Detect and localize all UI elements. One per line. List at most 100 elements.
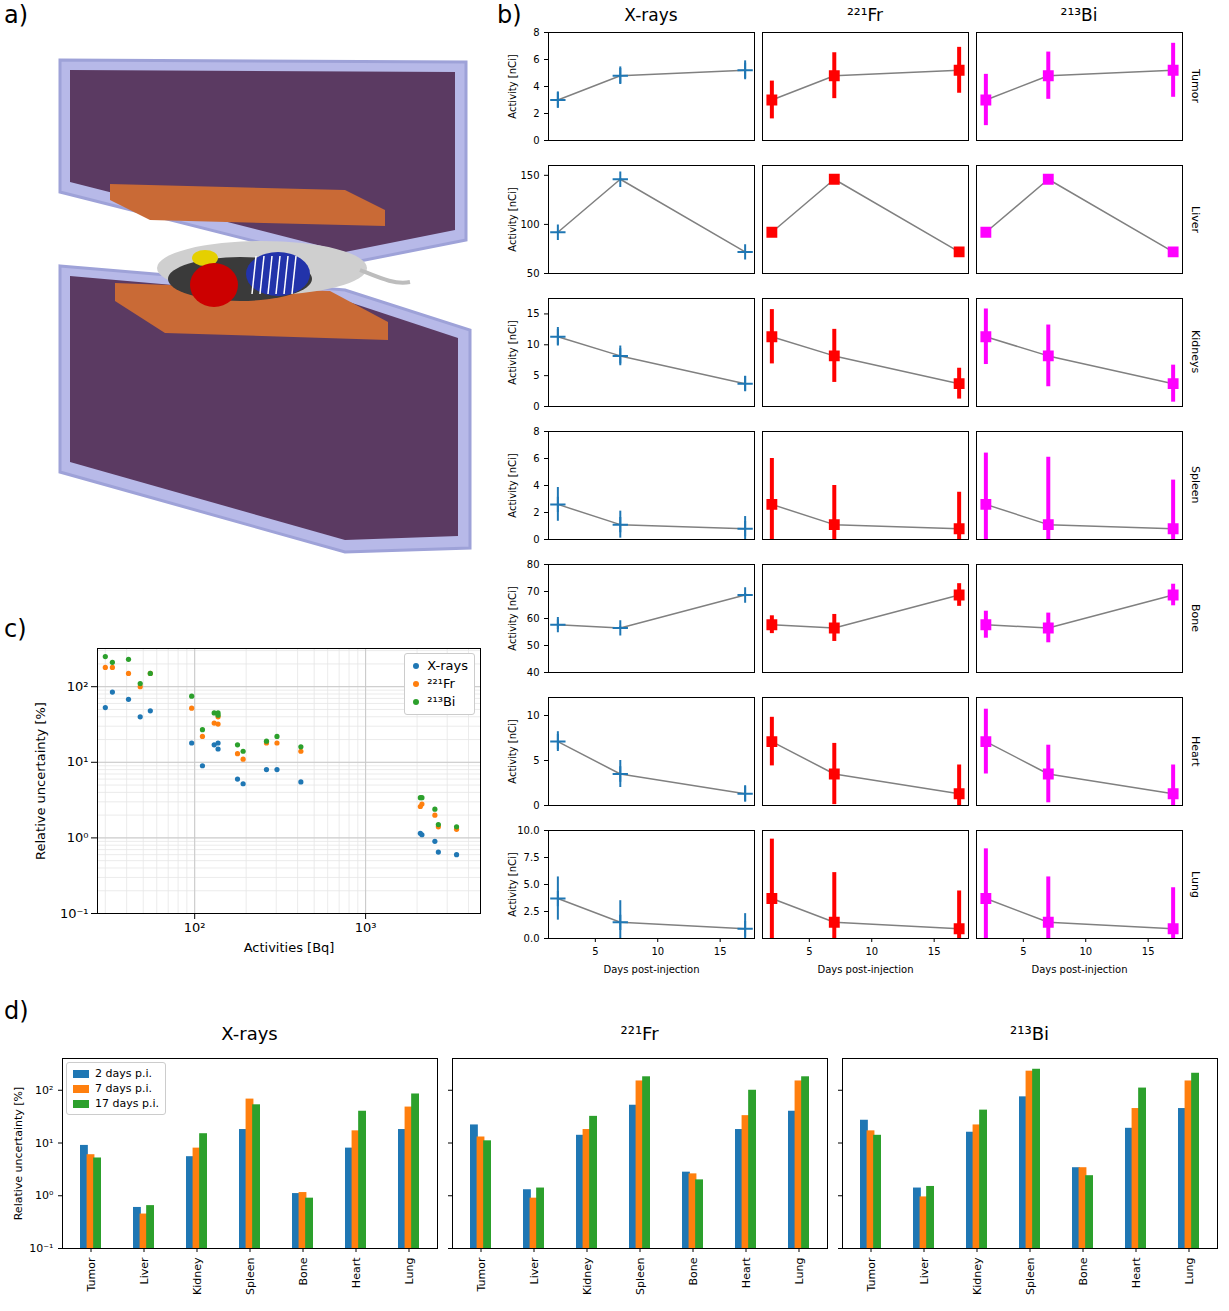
svg-text:10⁻¹: 10⁻¹ bbox=[29, 1242, 53, 1255]
svg-text:10: 10 bbox=[1079, 946, 1092, 957]
svg-text:10: 10 bbox=[527, 710, 540, 721]
svg-text:Tumor: Tumor bbox=[475, 1257, 488, 1292]
svg-text:Tumor: Tumor bbox=[865, 1257, 878, 1292]
svg-text:0: 0 bbox=[533, 135, 539, 146]
svg-text:2: 2 bbox=[533, 108, 539, 119]
svg-text:0.0: 0.0 bbox=[524, 933, 540, 944]
svg-text:Bone: Bone bbox=[1077, 1257, 1090, 1285]
svg-text:6: 6 bbox=[533, 453, 539, 464]
svg-text:Spleen: Spleen bbox=[634, 1257, 647, 1295]
svg-text:10²: 10² bbox=[67, 679, 89, 694]
svg-text:Lung: Lung bbox=[793, 1258, 806, 1285]
svg-text:5.0: 5.0 bbox=[524, 879, 540, 890]
svg-text:5: 5 bbox=[1020, 946, 1026, 957]
svg-text:2: 2 bbox=[533, 507, 539, 518]
svg-text:6: 6 bbox=[533, 54, 539, 65]
svg-text:5: 5 bbox=[533, 370, 539, 381]
svg-text:Spleen: Spleen bbox=[1024, 1257, 1037, 1295]
svg-text:Lung: Lung bbox=[403, 1258, 416, 1285]
svg-text:15: 15 bbox=[928, 946, 941, 957]
svg-text:7.5: 7.5 bbox=[524, 852, 540, 863]
svg-text:15: 15 bbox=[1142, 946, 1155, 957]
svg-text:Spleen: Spleen bbox=[244, 1257, 257, 1295]
svg-text:Tumor: Tumor bbox=[85, 1257, 98, 1292]
html-text:d): d) bbox=[4, 997, 29, 1025]
svg-text:150: 150 bbox=[520, 170, 539, 181]
svg-text:Bone: Bone bbox=[687, 1257, 700, 1285]
svg-text:Heart: Heart bbox=[350, 1257, 363, 1288]
svg-text:10.0: 10.0 bbox=[517, 825, 539, 836]
html-text:X-rays: X-rays bbox=[221, 1023, 278, 1044]
svg-text:100: 100 bbox=[520, 219, 539, 230]
svg-text:Liver: Liver bbox=[918, 1257, 931, 1284]
svg-text:10⁻¹: 10⁻¹ bbox=[60, 906, 89, 921]
svg-text:Activity [nCi]: Activity [nCi] bbox=[507, 586, 518, 651]
svg-text:10: 10 bbox=[865, 946, 878, 957]
svg-text:Days post-injection: Days post-injection bbox=[1031, 964, 1127, 975]
svg-text:Days post-injection: Days post-injection bbox=[817, 964, 913, 975]
svg-text:Bone: Bone bbox=[297, 1257, 310, 1285]
html-text:²²¹Fr: ²²¹Fr bbox=[620, 1023, 659, 1044]
svg-text:4: 4 bbox=[533, 480, 539, 491]
html-text:a): a) bbox=[4, 1, 29, 29]
html-text:b): b) bbox=[497, 1, 522, 29]
svg-text:5: 5 bbox=[592, 946, 598, 957]
svg-text:80: 80 bbox=[527, 559, 540, 570]
svg-text:4: 4 bbox=[533, 81, 539, 92]
svg-text:5: 5 bbox=[806, 946, 812, 957]
svg-text:Relative uncertainty [%]: Relative uncertainty [%] bbox=[12, 1087, 25, 1221]
svg-text:Activities [Bq]: Activities [Bq] bbox=[244, 940, 335, 955]
svg-text:Kidney: Kidney bbox=[191, 1257, 204, 1295]
svg-text:Heart: Heart bbox=[740, 1257, 753, 1288]
html-text:²²¹Fr: ²²¹Fr bbox=[427, 676, 455, 691]
svg-text:60: 60 bbox=[527, 613, 540, 624]
svg-text:Liver: Liver bbox=[528, 1257, 541, 1284]
html-text:²²¹Fr: ²²¹Fr bbox=[847, 5, 883, 25]
svg-text:10: 10 bbox=[651, 946, 664, 957]
svg-text:10⁰: 10⁰ bbox=[67, 830, 89, 845]
svg-text:Days post-injection: Days post-injection bbox=[603, 964, 699, 975]
svg-text:10³: 10³ bbox=[355, 920, 377, 935]
svg-text:10⁰: 10⁰ bbox=[35, 1189, 54, 1202]
svg-text:0: 0 bbox=[533, 534, 539, 545]
html-text:X-rays: X-rays bbox=[427, 658, 468, 673]
svg-text:Activity [nCi]: Activity [nCi] bbox=[507, 719, 518, 784]
svg-text:10: 10 bbox=[527, 339, 540, 350]
html-text:Spleen: Spleen bbox=[1188, 466, 1202, 504]
html-text:Tumor: Tumor bbox=[1188, 69, 1202, 103]
svg-text:15: 15 bbox=[714, 946, 727, 957]
svg-text:70: 70 bbox=[527, 586, 540, 597]
html-text:Liver: Liver bbox=[1188, 205, 1202, 233]
svg-text:10¹: 10¹ bbox=[67, 754, 89, 769]
html-text:c): c) bbox=[4, 615, 27, 643]
svg-text:Kidney: Kidney bbox=[971, 1257, 984, 1295]
svg-text:8: 8 bbox=[533, 27, 539, 38]
svg-text:15: 15 bbox=[527, 308, 540, 319]
svg-text:Liver: Liver bbox=[138, 1257, 151, 1284]
svg-text:10¹: 10¹ bbox=[35, 1137, 53, 1150]
svg-text:8: 8 bbox=[533, 426, 539, 437]
html-text:²¹³Bi: ²¹³Bi bbox=[427, 694, 456, 709]
svg-text:10²: 10² bbox=[35, 1084, 53, 1097]
svg-text:Activity [nCi]: Activity [nCi] bbox=[507, 453, 518, 518]
html-text:X-rays: X-rays bbox=[624, 5, 678, 25]
svg-text:Kidney: Kidney bbox=[581, 1257, 594, 1295]
svg-text:Relative uncertainty [%]: Relative uncertainty [%] bbox=[33, 702, 48, 860]
svg-text:Activity [nCi]: Activity [nCi] bbox=[507, 54, 518, 119]
svg-text:Activity [nCi]: Activity [nCi] bbox=[507, 320, 518, 385]
svg-text:50: 50 bbox=[527, 640, 540, 651]
svg-text:Activity [nCi]: Activity [nCi] bbox=[507, 187, 518, 252]
svg-text:40: 40 bbox=[527, 667, 540, 678]
svg-text:Lung: Lung bbox=[1183, 1258, 1196, 1285]
svg-text:Heart: Heart bbox=[1130, 1257, 1143, 1288]
svg-text:10²: 10² bbox=[184, 920, 206, 935]
svg-text:0: 0 bbox=[533, 800, 539, 811]
svg-text:2.5: 2.5 bbox=[524, 906, 540, 917]
svg-text:0: 0 bbox=[533, 401, 539, 412]
svg-text:5: 5 bbox=[533, 755, 539, 766]
html-text:²¹³Bi: ²¹³Bi bbox=[1010, 1023, 1049, 1044]
html-text:Kidneys: Kidneys bbox=[1188, 330, 1202, 374]
svg-text:50: 50 bbox=[527, 268, 540, 279]
html-text:²¹³Bi: ²¹³Bi bbox=[1060, 5, 1098, 25]
svg-text:Activity [nCi]: Activity [nCi] bbox=[507, 852, 518, 917]
